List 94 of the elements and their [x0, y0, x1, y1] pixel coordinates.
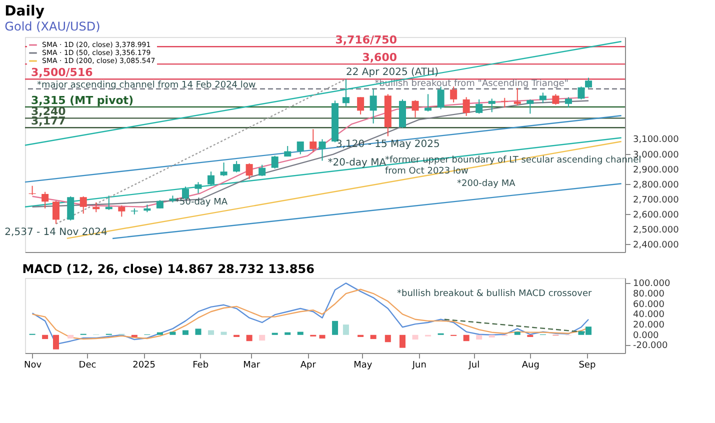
- candlestick: [514, 88, 521, 106]
- candlestick: [52, 200, 60, 224]
- bar: [488, 334, 495, 338]
- candlestick: [578, 86, 585, 100]
- y-tick-label: 2,600.000: [633, 210, 680, 220]
- ref-line-label: 3,600: [362, 51, 398, 64]
- candlestick: [424, 94, 432, 112]
- bar: [220, 332, 227, 335]
- bar: [246, 334, 252, 342]
- candlestick: [552, 94, 560, 106]
- ref-line-label: 3,500/516: [31, 66, 94, 80]
- bar: [170, 332, 176, 335]
- candlestick: [370, 88, 377, 124]
- x-tick-label: Jul: [468, 360, 480, 370]
- candlestick: [450, 86, 458, 103]
- candlestick: [476, 98, 483, 114]
- bar: [156, 332, 163, 335]
- bar: [476, 334, 482, 340]
- bar: [284, 332, 291, 335]
- ref-line-label: 3,716/750: [335, 34, 398, 47]
- candlestick: [318, 138, 326, 162]
- x-tick-label: Jun: [411, 360, 426, 370]
- candlestick: [233, 160, 240, 173]
- y-tick-label: -20.000: [633, 341, 668, 352]
- bar: [195, 328, 202, 335]
- y-tick-label: 3,100.000: [633, 135, 680, 146]
- bar: [182, 330, 188, 335]
- y-tick-label: 0.000: [633, 330, 660, 341]
- candlestick: [412, 100, 419, 118]
- chart-subtitle: Gold (XAU/USD): [4, 20, 100, 34]
- y-tick-label: 80.000: [633, 290, 665, 300]
- bar: [370, 334, 376, 340]
- bar: [68, 334, 74, 339]
- candlestick: [118, 204, 126, 218]
- x-tick-label: Aug: [522, 360, 540, 370]
- y-tick-label: 60.000: [633, 300, 665, 310]
- y-tick-label: 40.000: [633, 310, 665, 320]
- annotation: *major ascending channel from 14 Feb 2024 low: [37, 80, 256, 90]
- candlestick: [42, 191, 49, 209]
- bar: [342, 324, 349, 335]
- candlestick: [437, 86, 444, 110]
- annotation: 22 Apr 2025 (ATH): [346, 67, 439, 78]
- bar: [332, 320, 338, 335]
- candlestick: [220, 162, 228, 177]
- annotation: *20-day MA: [328, 157, 386, 168]
- bar: [412, 334, 418, 340]
- y-tick-label: 2,500.000: [633, 225, 680, 236]
- y-tick-label: 100.000: [633, 279, 670, 290]
- x-tick-label: Feb: [192, 360, 209, 370]
- x-tick-label: May: [354, 360, 373, 370]
- y-tick-label: 2,400.000: [633, 240, 680, 250]
- x-tick-label: Nov: [24, 360, 42, 370]
- bar: [384, 334, 391, 342]
- bar: [53, 334, 60, 350]
- annotation: *50-day MA: [175, 197, 228, 208]
- annotation: *bullish breakout & bullish MACD crossover: [397, 289, 592, 299]
- y-tick-label: 2,800.000: [633, 180, 680, 190]
- candlestick: [271, 155, 278, 170]
- bar: [208, 330, 214, 335]
- chart-title: Daily: [4, 4, 44, 20]
- candlestick: [488, 98, 496, 113]
- bar: [463, 334, 470, 342]
- x-tick-label: Dec: [78, 360, 96, 370]
- x-tick-label: Sep: [578, 360, 596, 370]
- candlestick: [67, 196, 74, 221]
- y-tick-label: 2,900.000: [633, 165, 680, 176]
- candlestick: [310, 128, 317, 153]
- candlestick: [462, 96, 470, 116]
- candlestick: [246, 162, 253, 180]
- bar: [514, 332, 520, 335]
- bar: [259, 334, 266, 341]
- y-tick-label: 2,700.000: [633, 195, 680, 206]
- candlestick: [342, 78, 350, 107]
- candlestick: [194, 182, 202, 194]
- bar: [400, 334, 406, 348]
- candlestick: [585, 77, 592, 89]
- candlestick: [208, 171, 215, 186]
- x-tick-label: Apr: [300, 360, 316, 370]
- bar: [319, 334, 326, 339]
- y-tick-label: 20.000: [633, 320, 665, 331]
- candlestick: [564, 96, 572, 108]
- candlestick: [539, 92, 546, 104]
- bar: [297, 332, 304, 335]
- x-tick-label: Mar: [243, 360, 260, 370]
- chart-title: MACD (12, 26, close) 14.867 28.732 13.856: [22, 262, 314, 276]
- ref-line-label: 3,315 (MT pivot): [31, 94, 134, 107]
- candlestick: [526, 98, 534, 114]
- candlestick: [357, 96, 364, 115]
- candlestick: [80, 196, 87, 214]
- candlestick: [258, 164, 266, 177]
- x-tick-label: 2025: [132, 360, 156, 370]
- annotation: *200-day MA: [457, 179, 516, 190]
- bar: [42, 334, 48, 340]
- candlestick: [296, 140, 304, 155]
